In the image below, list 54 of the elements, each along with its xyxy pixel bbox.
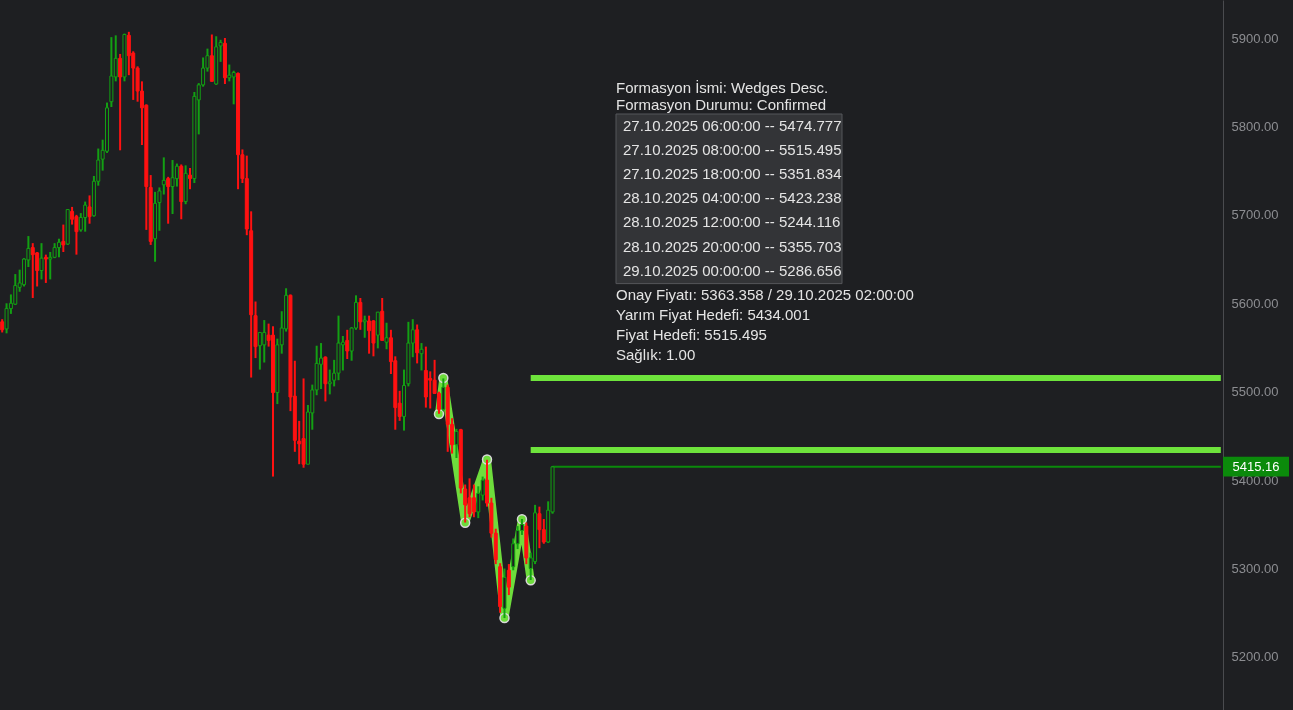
annotation: Onay Fiyatı: 5363.358 / 29.10.2025 02:00:00 <box>616 285 914 303</box>
annotation: 28.10.2025 04:00:00 -- 5423.238 <box>623 189 842 207</box>
data-label: 5415.16 <box>1232 458 1280 474</box>
annotation: 27.10.2025 08:00:00 -- 5515.495 <box>623 141 842 159</box>
candlestick <box>39 242 44 281</box>
annotation: 28.10.2025 20:00:00 -- 5355.703 <box>623 237 842 255</box>
candlestick <box>454 427 459 460</box>
candlestick <box>375 311 380 350</box>
candlestick <box>319 342 324 391</box>
annotation: Yarım Fiyat Hedefi: 5434.001 <box>616 305 810 323</box>
annotation: 29.10.2025 00:00:00 -- 5286.656 <box>623 261 842 279</box>
candlestick <box>153 190 158 263</box>
candlestick <box>87 194 92 225</box>
candlestick <box>61 223 66 253</box>
candlestick <box>118 52 123 152</box>
candlestick <box>467 477 472 519</box>
candlestick <box>537 505 542 550</box>
annotation: 27.10.2025 06:00:00 -- 5474.777 <box>623 117 842 134</box>
candlestick <box>170 159 175 215</box>
y-tick-label: 5400.00 <box>1231 472 1279 488</box>
candlestick <box>471 483 476 519</box>
annotation: Formasyon İsmi: Wedges Desc. <box>616 79 829 96</box>
candlestick <box>419 342 424 372</box>
candlestick <box>345 328 350 360</box>
y-tick-label: 5300.00 <box>1231 561 1279 577</box>
annotation: 27.10.2025 18:00:00 -- 5351.834 <box>623 165 842 183</box>
candlestick <box>48 250 53 281</box>
y-tick-label: 5600.00 <box>1231 295 1279 311</box>
candlestick <box>371 319 376 358</box>
y-tick-label: 5700.00 <box>1231 207 1279 223</box>
candlestick <box>358 296 363 331</box>
annotation: Sağlık: 1.00 <box>616 345 696 363</box>
y-tick-label: 5200.00 <box>1231 649 1279 665</box>
candlestick <box>506 563 511 597</box>
candlestick <box>367 314 372 355</box>
candlestick <box>56 237 61 259</box>
candlestick <box>428 370 433 410</box>
candlestick <box>362 314 367 339</box>
candlestick <box>231 69 236 106</box>
y-tick-label: 5800.00 <box>1231 118 1279 134</box>
candlestick <box>441 377 446 413</box>
candlestick <box>30 242 35 299</box>
candlestick <box>83 200 88 233</box>
candlestick <box>384 321 389 351</box>
candlestick <box>188 167 192 191</box>
candlestick <box>262 319 267 364</box>
annotation: Formasyon Durumu: Confirmed <box>616 96 827 113</box>
candlestick <box>415 323 420 365</box>
candlestick <box>43 253 48 284</box>
y-tick-label: 5900.00 <box>1231 30 1279 46</box>
annotation: Fiyat Hedefi: 5515.495 <box>616 325 767 343</box>
y-tick-label: 5500.00 <box>1231 384 1279 400</box>
candlestick <box>166 175 171 225</box>
annotation: 28.10.2025 12:00:00 -- 5244.116 <box>623 213 841 231</box>
